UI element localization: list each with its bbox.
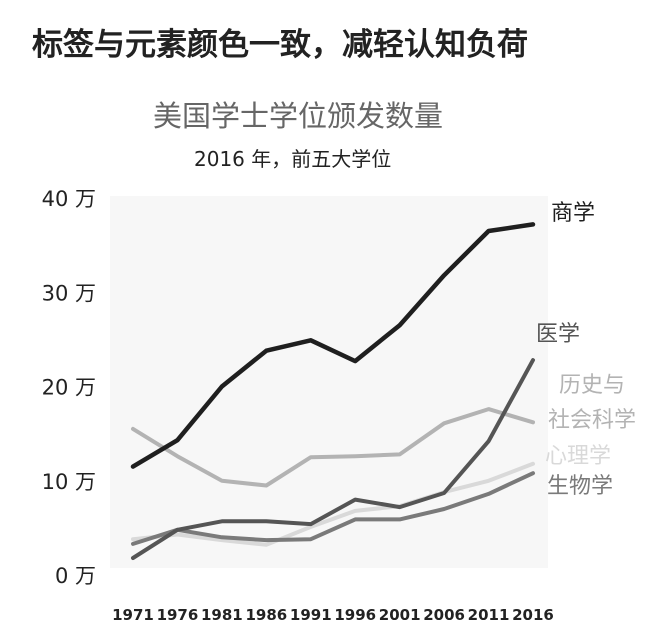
series-line <box>131 407 535 488</box>
x-axis-ticks: 1971 1976 1981 1986 1991 1996 2001 2006 2011 2016 <box>112 606 554 624</box>
x-tick-label: 1981 <box>201 606 243 624</box>
y-tick-label: 40 万 <box>42 187 96 211</box>
chart-subtitle: 2016 年，前五大学位 <box>194 147 391 171</box>
series-label: 心理学 <box>545 444 611 469</box>
y-tick-label: 30 万 <box>42 281 96 305</box>
series-line <box>131 471 535 546</box>
series-line <box>130 222 536 469</box>
series-label: 医学 <box>536 322 580 347</box>
series-label: 生物学 <box>547 474 613 499</box>
series-label: 历史与 <box>559 373 625 398</box>
chart-title: 美国学士学位颁发数量 <box>153 99 443 133</box>
x-tick-label: 1971 <box>112 606 154 624</box>
series-line <box>131 358 535 560</box>
x-tick-label: 1996 <box>334 606 376 624</box>
y-axis-ticks: 0 万 10 万 20 万 30 万 40 万 <box>42 187 96 588</box>
x-tick-label: 2006 <box>423 606 465 624</box>
x-tick-label: 2001 <box>379 606 421 624</box>
headline: 标签与元素颜色一致，减轻认知负荷 <box>32 27 528 63</box>
series-label: 社会科学 <box>548 408 636 433</box>
x-tick-label: 1986 <box>245 606 287 624</box>
x-tick-label: 2016 <box>512 606 554 624</box>
x-tick-label: 2011 <box>468 606 510 624</box>
x-tick-label: 1991 <box>290 606 332 624</box>
series-lines <box>130 222 536 560</box>
y-tick-label: 10 万 <box>42 470 96 494</box>
y-tick-label: 0 万 <box>55 564 96 588</box>
y-tick-label: 20 万 <box>42 376 96 400</box>
series-label: 商学 <box>551 201 595 226</box>
plot-area <box>110 196 548 568</box>
series-line <box>131 461 535 547</box>
x-tick-label: 1976 <box>157 606 199 624</box>
